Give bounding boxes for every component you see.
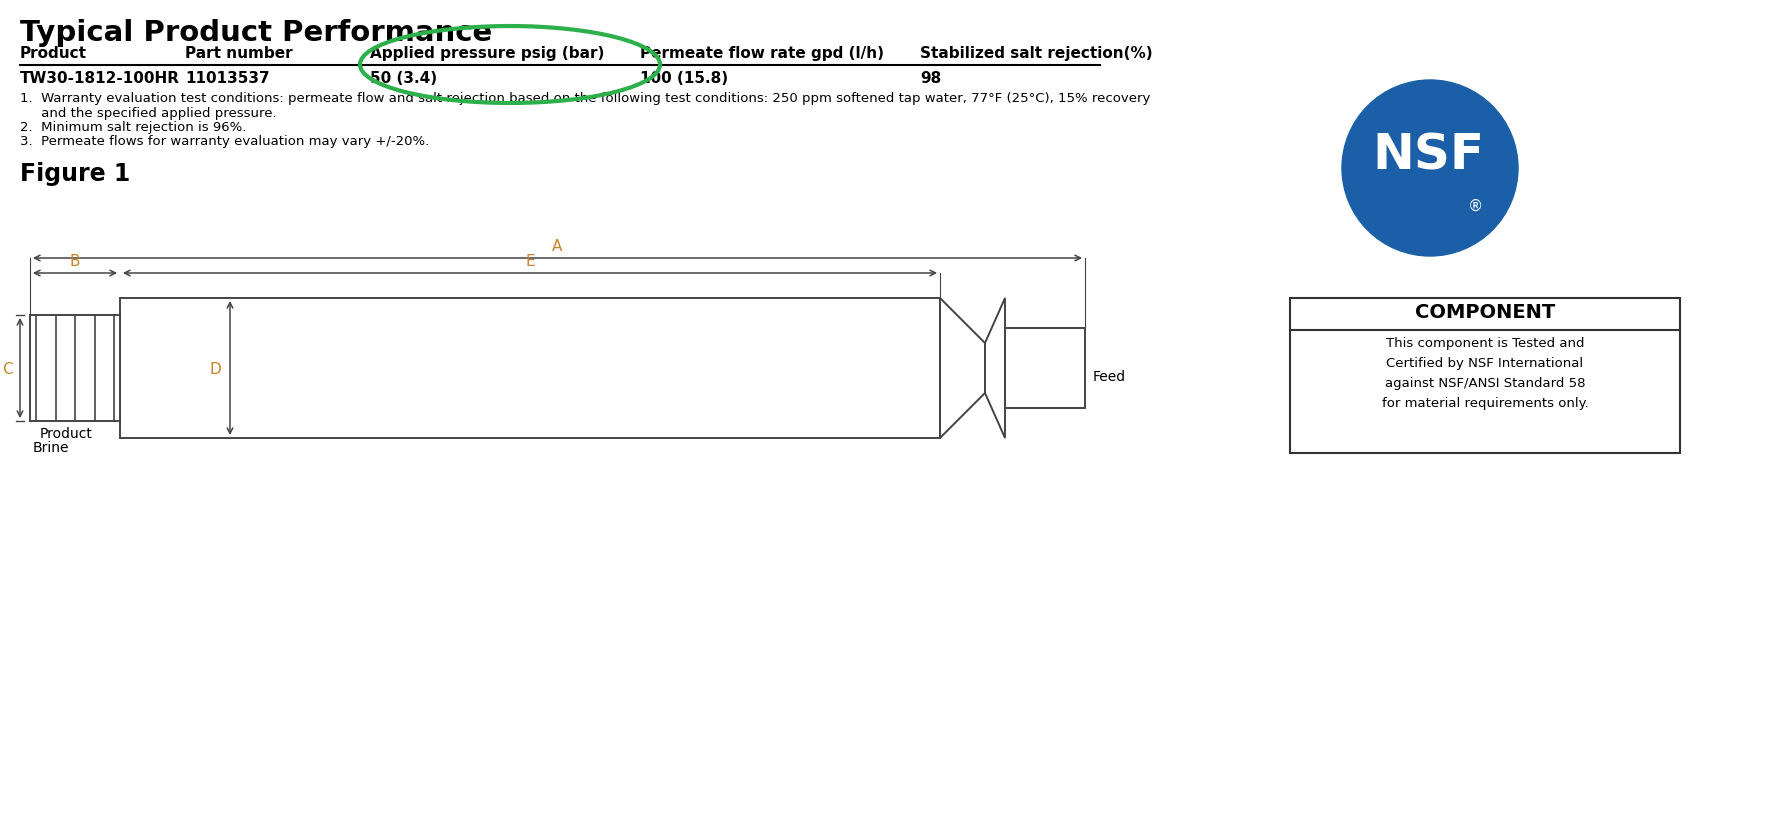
Text: 3.  Permeate flows for warranty evaluation may vary +/-20%.: 3. Permeate flows for warranty evaluatio… [20, 135, 428, 148]
Bar [30, 315, 120, 421]
Text: Product: Product [39, 426, 93, 440]
Text: Part number: Part number [186, 46, 293, 61]
Polygon shape [985, 299, 1005, 439]
Text: NSF: NSF [1373, 131, 1483, 179]
Text: 50 (3.4): 50 (3.4) [369, 71, 437, 86]
Bar [120, 299, 941, 439]
Text: Stabilized salt rejection(%): Stabilized salt rejection(%) [919, 46, 1153, 61]
Text: 100 (15.8): 100 (15.8) [641, 71, 728, 86]
Bar [1005, 329, 1085, 408]
Text: Permeate flow rate gpd (l/h): Permeate flow rate gpd (l/h) [641, 46, 884, 61]
Text: Applied pressure psig (bar): Applied pressure psig (bar) [369, 46, 605, 61]
Text: 11013537: 11013537 [186, 71, 270, 86]
Text: Brine: Brine [32, 440, 70, 455]
Text: 2.  Minimum salt rejection is 96%.: 2. Minimum salt rejection is 96%. [20, 121, 246, 134]
Text: 1.  Warranty evaluation test conditions: permeate flow and salt rejection based : 1. Warranty evaluation test conditions: … [20, 92, 1150, 105]
Text: D: D [209, 361, 221, 376]
Text: C: C [2, 361, 12, 376]
Text: 98: 98 [919, 71, 941, 86]
Text: Figure 1: Figure 1 [20, 161, 130, 185]
Polygon shape [941, 299, 985, 439]
Text: Product: Product [20, 46, 87, 61]
Text: B: B [70, 253, 80, 268]
Bar [1291, 299, 1680, 454]
Text: Typical Product Performance: Typical Product Performance [20, 19, 493, 47]
Text: E: E [525, 253, 536, 268]
Circle shape [1342, 81, 1517, 257]
Text: COMPONENT: COMPONENT [1416, 303, 1555, 321]
Text: ®: ® [1467, 198, 1483, 213]
Text: and the specified applied pressure.: and the specified applied pressure. [20, 107, 277, 120]
Text: TW30-1812-100HR: TW30-1812-100HR [20, 71, 180, 86]
Text: Feed: Feed [1092, 369, 1126, 383]
Text: This component is Tested and
Certified by NSF International
against NSF/ANSI Sta: This component is Tested and Certified b… [1382, 337, 1589, 410]
Text: A: A [552, 238, 562, 253]
